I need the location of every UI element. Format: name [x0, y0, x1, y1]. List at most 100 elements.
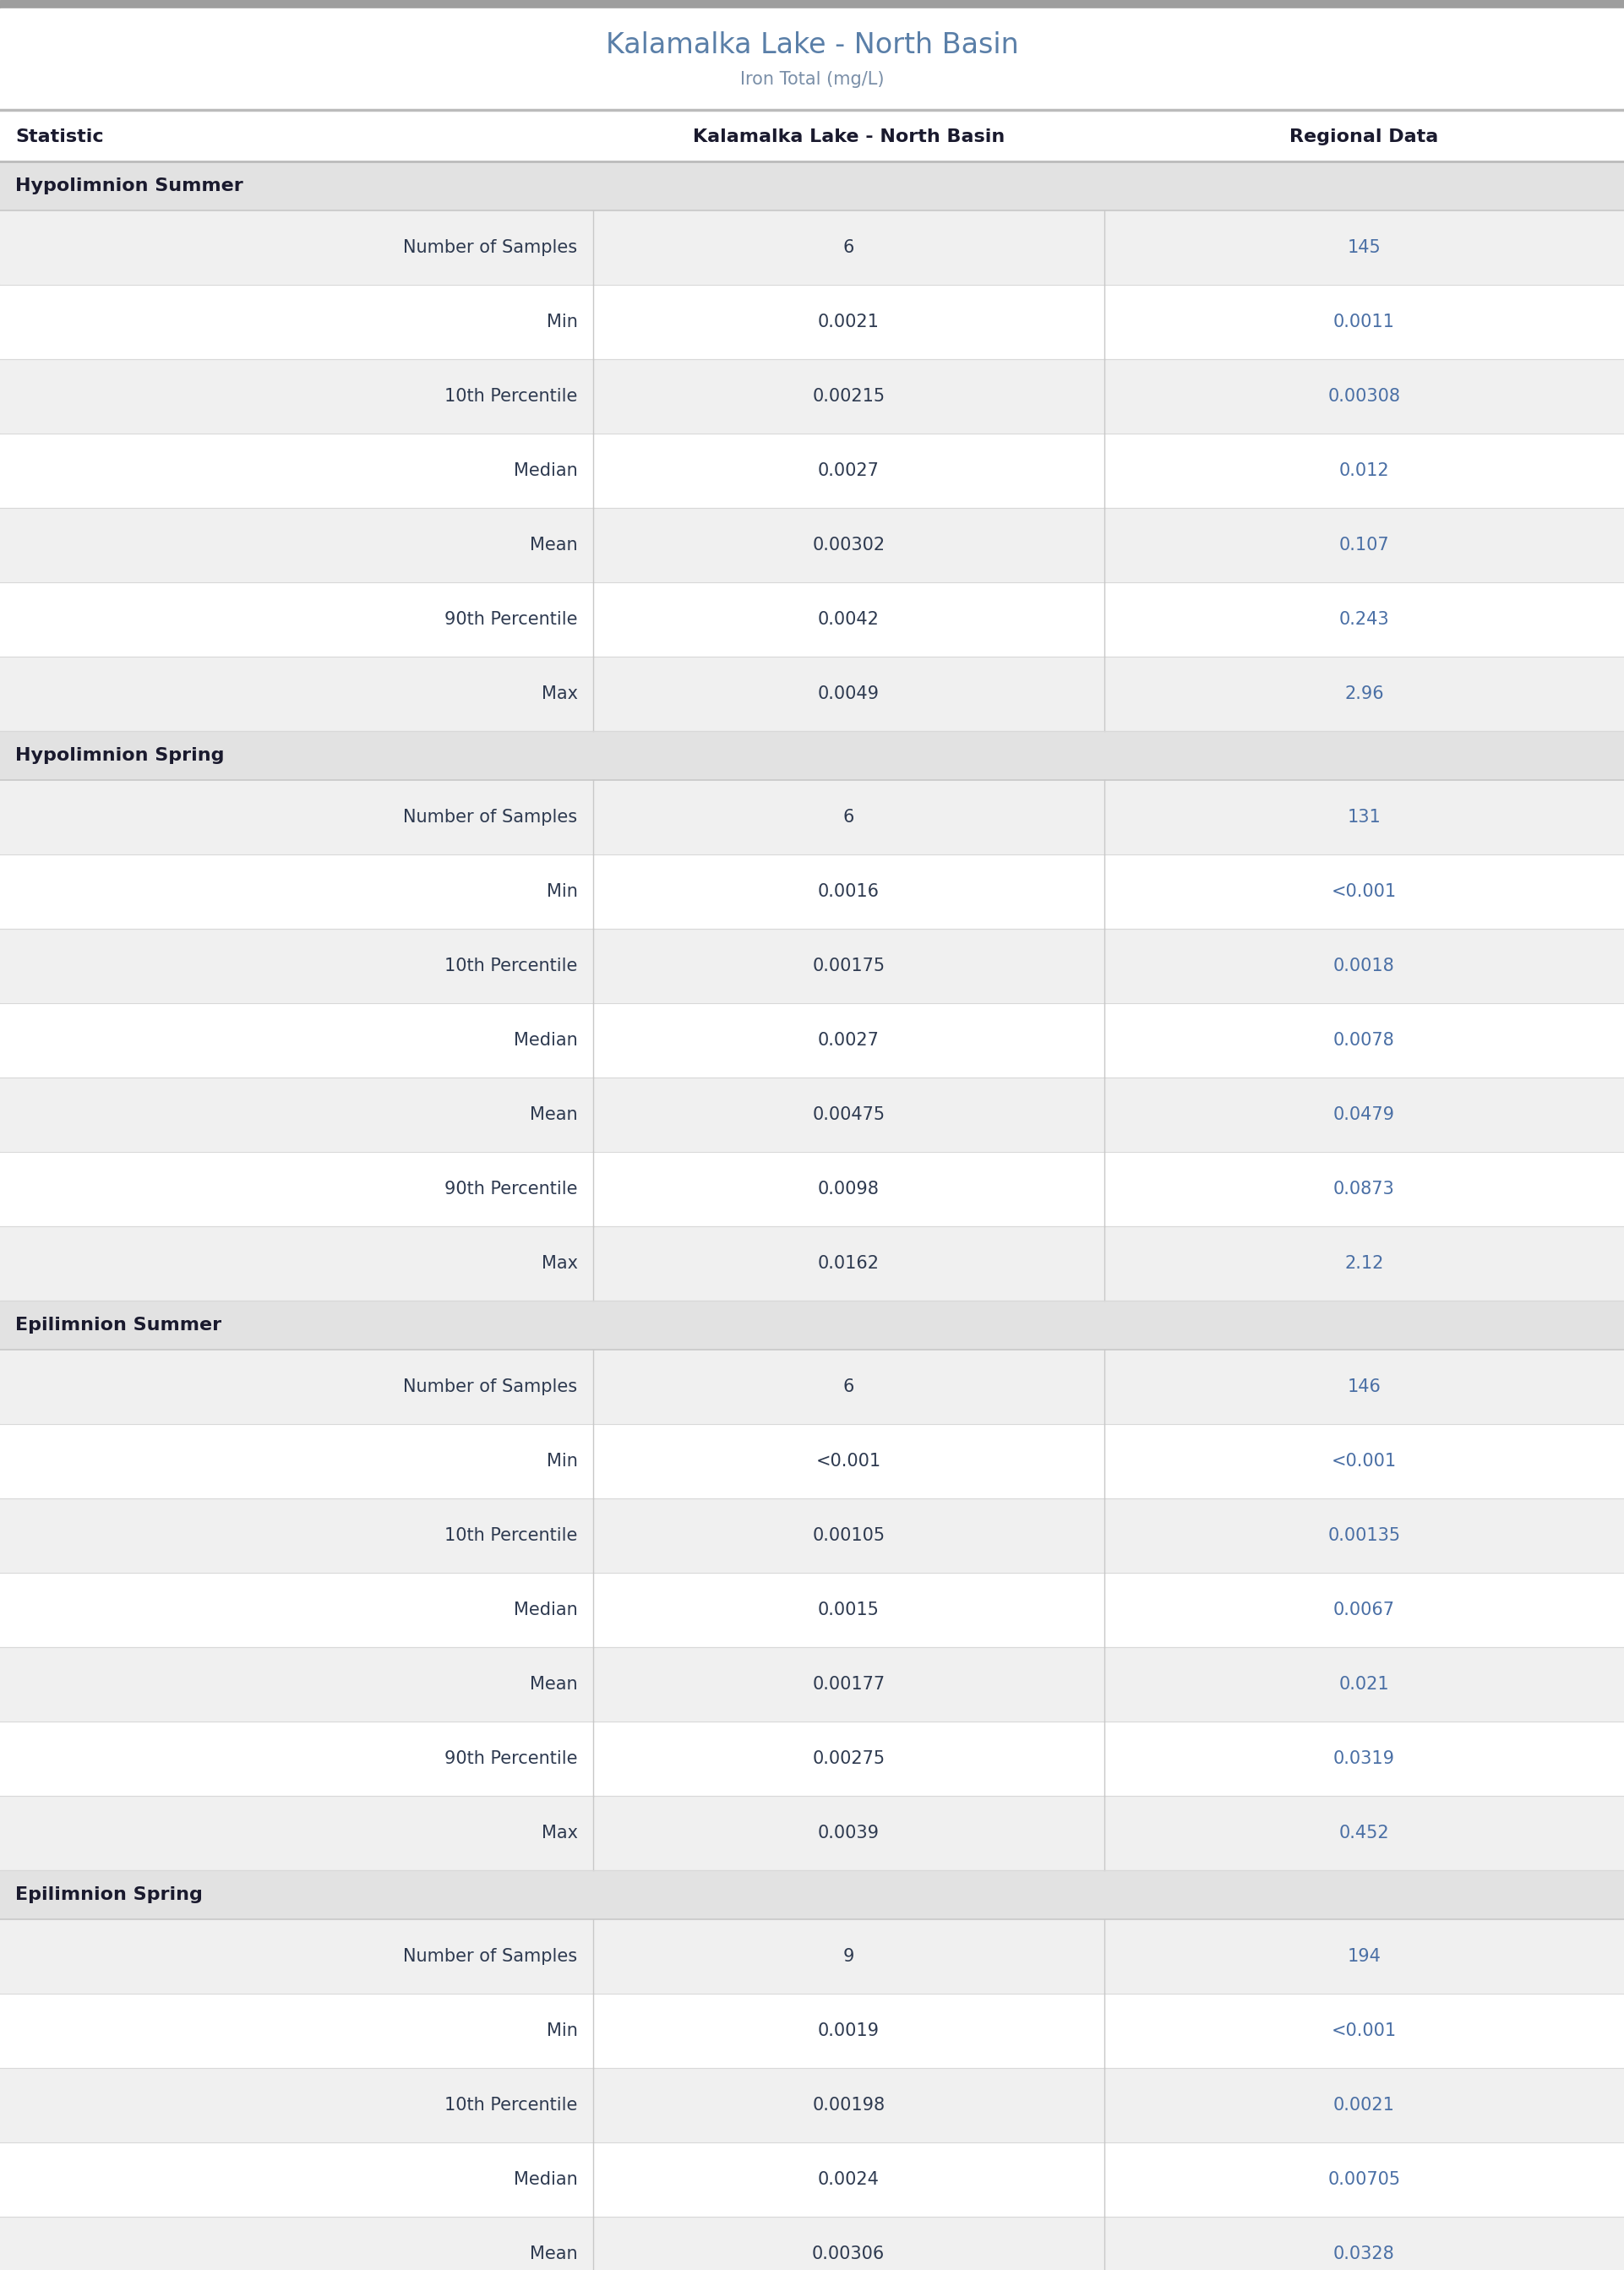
Text: 0.243: 0.243: [1338, 611, 1390, 629]
Bar: [0, 1870, 1624, 1918]
Text: 0.0042: 0.0042: [818, 611, 879, 629]
Text: 0.00198: 0.00198: [812, 2097, 885, 2113]
Text: Min: Min: [546, 1453, 578, 1469]
Text: <0.001: <0.001: [1332, 1453, 1397, 1469]
Bar: [0, 1078, 1624, 1151]
Bar: [0, 1226, 1624, 1301]
Bar: [0, 854, 1624, 928]
Text: 0.021: 0.021: [1338, 1675, 1390, 1693]
Text: 0.00175: 0.00175: [812, 958, 885, 974]
Text: Median: Median: [513, 1603, 578, 1619]
Text: 0.0016: 0.0016: [818, 883, 879, 901]
Text: Mean: Mean: [529, 1675, 578, 1693]
Text: Mean: Mean: [529, 536, 578, 554]
Bar: [0, 508, 1624, 583]
Bar: [0, 1151, 1624, 1226]
Bar: [0, 781, 1624, 854]
Text: 131: 131: [1348, 808, 1380, 826]
Text: <0.001: <0.001: [1332, 2023, 1397, 2038]
Text: Number of Samples: Number of Samples: [403, 1378, 578, 1396]
Text: 0.0015: 0.0015: [818, 1603, 879, 1619]
Text: 0.452: 0.452: [1338, 1825, 1390, 1841]
Text: 10th Percentile: 10th Percentile: [445, 1528, 578, 1544]
Text: 0.0011: 0.0011: [1333, 313, 1395, 331]
Text: Number of Samples: Number of Samples: [403, 238, 578, 257]
Bar: [0, 284, 1624, 359]
Text: 0.0021: 0.0021: [818, 313, 879, 331]
Text: Kalamalka Lake - North Basin: Kalamalka Lake - North Basin: [606, 32, 1018, 59]
Bar: [0, 656, 1624, 731]
Text: <0.001: <0.001: [1332, 883, 1397, 901]
Text: 0.0479: 0.0479: [1333, 1105, 1395, 1124]
Text: 0.00705: 0.00705: [1328, 2170, 1400, 2188]
Text: 0.0019: 0.0019: [818, 2023, 879, 2038]
Text: Min: Min: [546, 883, 578, 901]
Text: Epilimnion Spring: Epilimnion Spring: [15, 1886, 203, 1902]
Text: 6: 6: [843, 238, 854, 257]
Bar: [0, 1648, 1624, 1721]
Text: 0.0098: 0.0098: [818, 1180, 879, 1199]
Text: 2.96: 2.96: [1345, 686, 1384, 701]
Text: 0.00275: 0.00275: [812, 1750, 885, 1766]
Text: Statistic: Statistic: [15, 129, 104, 145]
Bar: [0, 1498, 1624, 1573]
Text: Median: Median: [513, 1033, 578, 1049]
Text: 90th Percentile: 90th Percentile: [445, 1750, 578, 1766]
Text: 0.00135: 0.00135: [1328, 1528, 1400, 1544]
Text: 0.00475: 0.00475: [812, 1105, 885, 1124]
Text: 6: 6: [843, 808, 854, 826]
Text: 0.0018: 0.0018: [1333, 958, 1395, 974]
Text: 0.0049: 0.0049: [818, 686, 879, 701]
Bar: [0, 9, 1624, 109]
Text: 90th Percentile: 90th Percentile: [445, 1180, 578, 1199]
Text: Max: Max: [541, 1255, 578, 1271]
Text: Min: Min: [546, 313, 578, 331]
Text: 10th Percentile: 10th Percentile: [445, 2097, 578, 2113]
Text: 0.0319: 0.0319: [1333, 1750, 1395, 1766]
Text: Max: Max: [541, 1825, 578, 1841]
Text: 0.00105: 0.00105: [812, 1528, 885, 1544]
Bar: [0, 2218, 1624, 2270]
Text: 0.0078: 0.0078: [1333, 1033, 1395, 1049]
Text: 9: 9: [843, 1948, 854, 1966]
Bar: [0, 2143, 1624, 2218]
Text: 2.12: 2.12: [1345, 1255, 1384, 1271]
Text: Hypolimnion Spring: Hypolimnion Spring: [15, 747, 224, 765]
Text: 6: 6: [843, 1378, 854, 1396]
Text: 0.0027: 0.0027: [818, 463, 879, 479]
Text: 0.00306: 0.00306: [812, 2245, 885, 2263]
Text: 0.0328: 0.0328: [1333, 2245, 1395, 2263]
Text: 90th Percentile: 90th Percentile: [445, 611, 578, 629]
Bar: [0, 211, 1624, 284]
Text: 194: 194: [1348, 1948, 1380, 1966]
Bar: [0, 1993, 1624, 2068]
Bar: [0, 1301, 1624, 1351]
Text: Hypolimnion Summer: Hypolimnion Summer: [15, 177, 244, 195]
Text: 0.0067: 0.0067: [1333, 1603, 1395, 1619]
Text: <0.001: <0.001: [815, 1453, 882, 1469]
Text: 0.00302: 0.00302: [812, 536, 885, 554]
Text: 145: 145: [1348, 238, 1380, 257]
Text: 0.012: 0.012: [1338, 463, 1390, 479]
Text: Regional Data: Regional Data: [1289, 129, 1439, 145]
Text: 0.0162: 0.0162: [818, 1255, 879, 1271]
Bar: [0, 1721, 1624, 1796]
Text: Iron Total (mg/L): Iron Total (mg/L): [741, 70, 883, 89]
Text: Mean: Mean: [529, 1105, 578, 1124]
Bar: [0, 0, 1624, 9]
Text: 0.0024: 0.0024: [818, 2170, 879, 2188]
Text: Median: Median: [513, 2170, 578, 2188]
Bar: [0, 359, 1624, 434]
Text: 0.0027: 0.0027: [818, 1033, 879, 1049]
Text: 0.00215: 0.00215: [812, 388, 885, 404]
Text: 0.00308: 0.00308: [1328, 388, 1400, 404]
Bar: [0, 1423, 1624, 1498]
Text: 0.0021: 0.0021: [1333, 2097, 1395, 2113]
Bar: [0, 434, 1624, 508]
Bar: [0, 1573, 1624, 1648]
Text: 10th Percentile: 10th Percentile: [445, 958, 578, 974]
Text: Epilimnion Summer: Epilimnion Summer: [15, 1317, 221, 1332]
Text: Median: Median: [513, 463, 578, 479]
Bar: [0, 731, 1624, 781]
Text: 0.00177: 0.00177: [812, 1675, 885, 1693]
